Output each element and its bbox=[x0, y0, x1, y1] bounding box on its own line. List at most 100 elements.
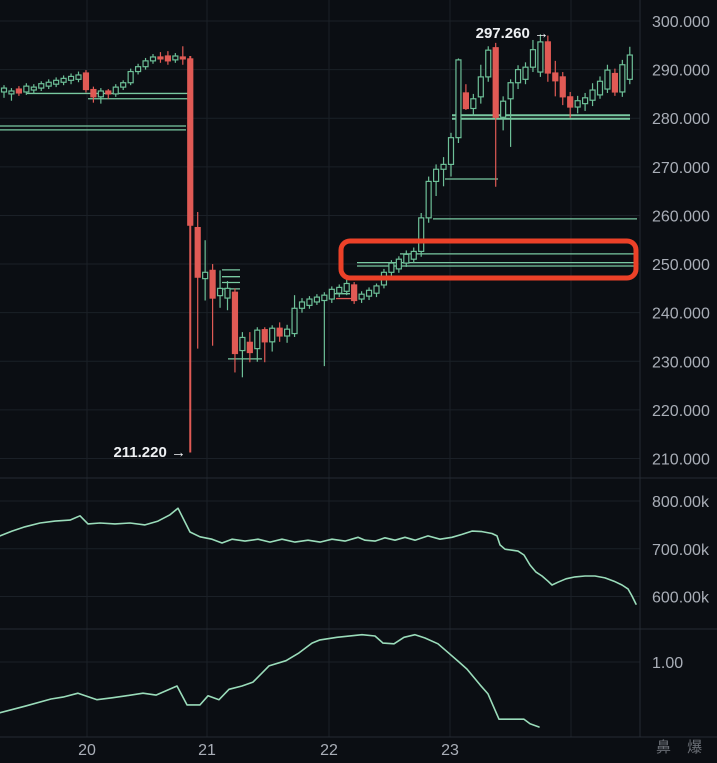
candle-body bbox=[45, 81, 52, 87]
candle-body bbox=[179, 56, 186, 60]
candle-body bbox=[328, 288, 335, 300]
candle-body bbox=[254, 329, 261, 350]
axis-tick-label: 240.000 bbox=[652, 306, 710, 323]
ratio-pane[interactable] bbox=[0, 629, 640, 737]
candle-body bbox=[261, 329, 268, 343]
candle-body bbox=[477, 76, 484, 98]
candle-body bbox=[90, 88, 97, 98]
candle-body bbox=[246, 341, 253, 354]
candle-body bbox=[209, 269, 216, 299]
candle-body bbox=[552, 72, 559, 82]
axis-tick-label: 250.000 bbox=[652, 257, 710, 274]
candle-body bbox=[135, 66, 142, 73]
axis-tick-label: 1.00 bbox=[652, 655, 683, 672]
price-axis-scale[interactable] bbox=[640, 0, 717, 737]
candle-body bbox=[611, 72, 619, 93]
candle-body bbox=[447, 137, 455, 165]
candle-body bbox=[529, 49, 537, 68]
candle-body bbox=[172, 55, 179, 61]
candle-body bbox=[336, 286, 343, 294]
candle-body bbox=[239, 336, 246, 352]
candle-body bbox=[470, 98, 477, 110]
price-pane[interactable] bbox=[0, 0, 640, 478]
candle-body bbox=[75, 74, 82, 80]
time-axis-label: 21 bbox=[198, 742, 216, 759]
candle-body bbox=[492, 47, 499, 118]
candle-body bbox=[291, 307, 298, 335]
watermark: 鼻 爆 bbox=[656, 739, 709, 756]
candle-body bbox=[403, 253, 410, 264]
axis-tick-label: 280.000 bbox=[652, 111, 710, 128]
candle-body bbox=[298, 301, 306, 309]
candle-body bbox=[202, 271, 209, 280]
candle-body bbox=[120, 82, 127, 88]
highlight-box[interactable] bbox=[338, 238, 639, 281]
ratio-line bbox=[0, 633, 540, 728]
candle-body bbox=[30, 86, 37, 91]
candle-body bbox=[142, 60, 149, 68]
candle-body bbox=[619, 64, 626, 93]
candle-body bbox=[418, 217, 425, 253]
candle-body bbox=[567, 96, 574, 108]
candle-body bbox=[53, 79, 60, 85]
candle-body bbox=[105, 90, 112, 95]
axis-tick-label: 230.000 bbox=[652, 354, 710, 371]
candle-body bbox=[500, 100, 507, 118]
candle-body bbox=[626, 54, 633, 80]
candle-body bbox=[97, 90, 104, 98]
candle-body bbox=[67, 75, 75, 81]
candle-body bbox=[522, 66, 529, 80]
open-interest-pane[interactable] bbox=[0, 478, 640, 629]
time-axis-label: 20 bbox=[78, 742, 96, 759]
axis-tick-label: 800.00k bbox=[652, 494, 710, 511]
candle-body bbox=[269, 327, 276, 343]
candle-body bbox=[343, 282, 350, 292]
candle-body bbox=[373, 285, 380, 294]
axis-tick-label: 700.00k bbox=[652, 542, 710, 559]
candle-body bbox=[604, 69, 611, 90]
candle-body bbox=[157, 56, 164, 60]
candle-body bbox=[0, 87, 8, 93]
candle-body bbox=[127, 70, 134, 84]
price-annotation: 297.260 → bbox=[476, 25, 549, 42]
axis-tick-label: 260.000 bbox=[652, 208, 710, 225]
candle-body bbox=[388, 262, 395, 273]
candle-body bbox=[164, 55, 171, 62]
candle-body bbox=[559, 76, 566, 98]
candle-body bbox=[544, 41, 551, 74]
candle-body bbox=[589, 89, 596, 101]
candle-body bbox=[23, 85, 30, 93]
candle-body bbox=[194, 226, 201, 278]
candle-body bbox=[395, 258, 402, 270]
candle-body bbox=[313, 296, 320, 303]
candle-body bbox=[231, 291, 239, 355]
candle-body bbox=[581, 97, 589, 105]
candle-body bbox=[187, 58, 194, 226]
candle-body bbox=[455, 59, 462, 139]
candle-body bbox=[276, 327, 283, 337]
axis-tick-label: 220.000 bbox=[652, 403, 710, 420]
candle-body bbox=[425, 180, 432, 219]
time-axis-scale[interactable] bbox=[0, 737, 640, 763]
candle-body bbox=[574, 100, 581, 108]
candle-body bbox=[38, 83, 45, 89]
axis-tick-label: 210.000 bbox=[652, 451, 710, 468]
candle-body bbox=[358, 293, 365, 300]
candle-body bbox=[365, 289, 373, 297]
axis-tick-label: 270.000 bbox=[652, 160, 710, 177]
candle-body bbox=[60, 77, 67, 83]
time-axis-label: 22 bbox=[320, 742, 338, 759]
candle-body bbox=[537, 41, 544, 73]
axis-tick-label: 290.000 bbox=[652, 63, 710, 80]
candle-body bbox=[462, 92, 469, 110]
candle-body bbox=[514, 69, 522, 84]
candle-body bbox=[216, 287, 224, 297]
axis-tick-label: 300.000 bbox=[652, 14, 710, 31]
candle-body bbox=[224, 287, 231, 299]
candle-body bbox=[485, 49, 492, 78]
time-axis-label: 23 bbox=[441, 742, 459, 759]
candle-body bbox=[284, 328, 291, 337]
candle-body bbox=[112, 86, 119, 95]
